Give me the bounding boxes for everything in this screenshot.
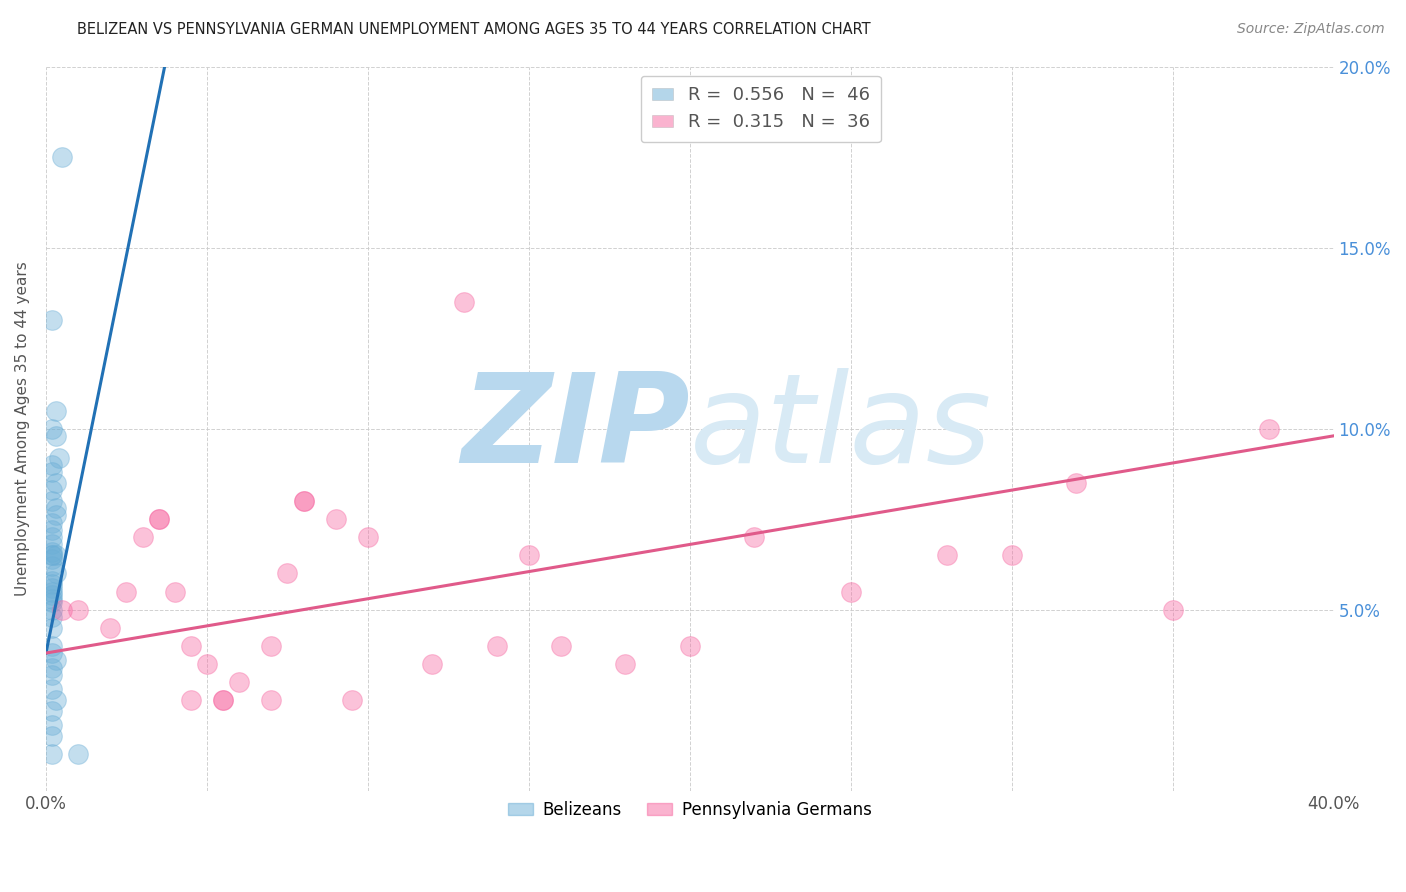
Point bbox=[936, 549, 959, 563]
Point bbox=[41, 704, 63, 718]
Point bbox=[41, 494, 63, 508]
Y-axis label: Unemployment Among Ages 35 to 44 years: Unemployment Among Ages 35 to 44 years bbox=[15, 261, 30, 596]
Point bbox=[45, 403, 67, 417]
Point bbox=[45, 653, 67, 667]
Point bbox=[276, 566, 298, 581]
Point bbox=[742, 530, 765, 544]
Point bbox=[41, 421, 63, 435]
Point bbox=[41, 660, 63, 674]
Point bbox=[180, 693, 202, 707]
Point bbox=[485, 639, 508, 653]
Point bbox=[41, 667, 63, 681]
Point bbox=[325, 512, 347, 526]
Point bbox=[41, 718, 63, 732]
Point bbox=[41, 610, 63, 624]
Point bbox=[195, 657, 218, 671]
Point bbox=[41, 465, 63, 479]
Point bbox=[517, 549, 540, 563]
Point bbox=[41, 552, 63, 566]
Point bbox=[115, 584, 138, 599]
Point bbox=[41, 549, 63, 563]
Point bbox=[41, 621, 63, 635]
Point bbox=[41, 639, 63, 653]
Point bbox=[41, 577, 63, 591]
Point bbox=[41, 516, 63, 530]
Point bbox=[41, 544, 63, 558]
Point bbox=[45, 508, 67, 523]
Point bbox=[45, 501, 67, 516]
Point bbox=[41, 729, 63, 743]
Point bbox=[41, 574, 63, 588]
Point bbox=[48, 450, 70, 465]
Point bbox=[41, 559, 63, 574]
Point bbox=[212, 693, 235, 707]
Text: atlas: atlas bbox=[690, 368, 991, 489]
Point bbox=[357, 530, 380, 544]
Point bbox=[51, 150, 73, 164]
Point bbox=[41, 549, 63, 563]
Point bbox=[67, 747, 90, 762]
Point bbox=[679, 639, 702, 653]
Point bbox=[228, 675, 250, 690]
Point bbox=[41, 602, 63, 616]
Point bbox=[41, 530, 63, 544]
Point bbox=[839, 584, 862, 599]
Point bbox=[41, 682, 63, 697]
Point bbox=[212, 693, 235, 707]
Point bbox=[41, 591, 63, 606]
Point bbox=[1064, 475, 1087, 490]
Point bbox=[292, 494, 315, 508]
Point bbox=[163, 584, 186, 599]
Text: ZIP: ZIP bbox=[461, 368, 690, 489]
Point bbox=[41, 313, 63, 327]
Point bbox=[41, 537, 63, 551]
Point bbox=[1161, 602, 1184, 616]
Point bbox=[180, 639, 202, 653]
Point bbox=[550, 639, 572, 653]
Point bbox=[41, 581, 63, 595]
Point bbox=[41, 483, 63, 497]
Point bbox=[41, 523, 63, 537]
Point bbox=[45, 693, 67, 707]
Text: Source: ZipAtlas.com: Source: ZipAtlas.com bbox=[1237, 22, 1385, 37]
Point bbox=[41, 595, 63, 609]
Point bbox=[292, 494, 315, 508]
Point bbox=[45, 475, 67, 490]
Point bbox=[41, 458, 63, 472]
Point bbox=[98, 621, 121, 635]
Point bbox=[453, 294, 475, 309]
Point bbox=[41, 646, 63, 660]
Point bbox=[340, 693, 363, 707]
Point bbox=[131, 530, 153, 544]
Point bbox=[45, 429, 67, 443]
Point bbox=[1258, 421, 1281, 435]
Point bbox=[45, 549, 67, 563]
Point bbox=[260, 639, 283, 653]
Point bbox=[67, 602, 90, 616]
Point bbox=[45, 566, 67, 581]
Text: BELIZEAN VS PENNSYLVANIA GERMAN UNEMPLOYMENT AMONG AGES 35 TO 44 YEARS CORRELATI: BELIZEAN VS PENNSYLVANIA GERMAN UNEMPLOY… bbox=[77, 22, 870, 37]
Point bbox=[260, 693, 283, 707]
Legend: Belizeans, Pennsylvania Germans: Belizeans, Pennsylvania Germans bbox=[501, 795, 879, 826]
Point bbox=[1001, 549, 1024, 563]
Point bbox=[148, 512, 170, 526]
Point bbox=[51, 602, 73, 616]
Point bbox=[41, 747, 63, 762]
Point bbox=[41, 584, 63, 599]
Point bbox=[614, 657, 637, 671]
Point bbox=[41, 588, 63, 602]
Point bbox=[148, 512, 170, 526]
Point bbox=[420, 657, 443, 671]
